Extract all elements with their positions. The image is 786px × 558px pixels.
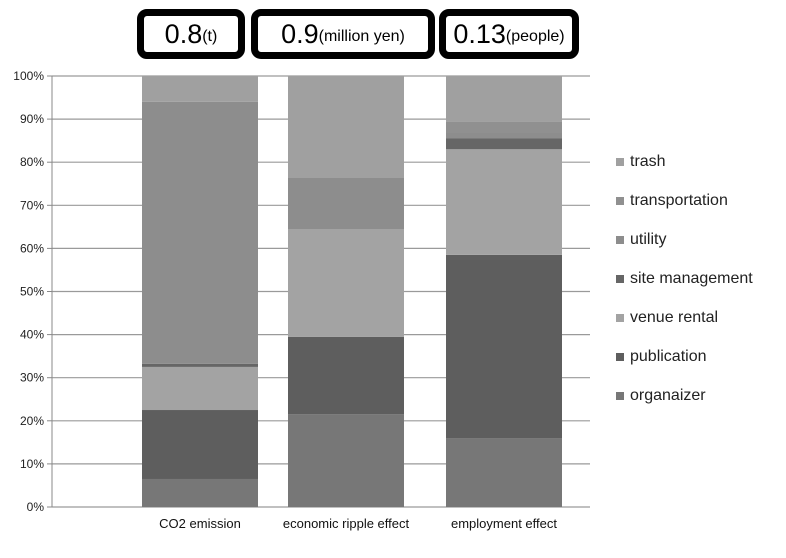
y-tick-label: 80% <box>20 155 44 169</box>
legend-swatch <box>616 353 624 361</box>
bar-segment <box>142 76 258 102</box>
annotation-box-employment: 0.13 (people) <box>439 9 579 59</box>
bar-segment <box>288 336 404 415</box>
y-tick-label: 0% <box>27 500 45 514</box>
bar-segment <box>446 149 562 255</box>
legend: trash transportation utility site managemen… <box>616 153 753 404</box>
bar-segment <box>142 366 258 411</box>
category-labels: CO2 emission economic ripple effect employ… <box>159 516 557 531</box>
legend-label: venue rental <box>630 309 718 326</box>
y-tick-label: 30% <box>20 371 44 385</box>
legend-swatch <box>616 236 624 244</box>
legend-label: trash <box>630 153 666 170</box>
annotation-value: 0.9 <box>281 18 319 49</box>
bar-segment <box>288 76 404 178</box>
annotation-unit: (t) <box>202 28 218 45</box>
y-tick-label: 40% <box>20 328 44 342</box>
bar-segment <box>446 254 562 439</box>
annotation-value: 0.8 <box>164 18 203 49</box>
bar-segment <box>446 138 562 150</box>
y-tick-label: 10% <box>20 457 44 471</box>
legend-swatch <box>616 197 624 205</box>
y-tick-label: 60% <box>20 241 44 255</box>
bar-segment <box>288 414 404 507</box>
bar-segment <box>142 363 258 367</box>
annotation-unit: (people) <box>505 28 565 45</box>
y-tick-label: 100% <box>13 69 44 83</box>
bar-segment <box>142 478 258 507</box>
legend-label: utility <box>630 231 666 248</box>
legend-swatch <box>616 158 624 166</box>
legend-swatch <box>616 314 624 322</box>
legend-label: organaizer <box>630 387 706 404</box>
y-tick-label: 70% <box>20 198 44 212</box>
annotation-box-co2: 0.8 (t) <box>137 9 245 59</box>
legend-swatch <box>616 392 624 400</box>
legend-label: publication <box>630 348 707 365</box>
bars <box>142 76 562 507</box>
y-tick-label: 50% <box>20 285 44 299</box>
category-label: economic ripple effect <box>283 516 410 531</box>
bar-segment <box>446 438 562 507</box>
annotation-value: 0.13 <box>453 18 506 49</box>
annotation-box-economic: 0.9 (million yen) <box>251 9 435 59</box>
annotation-unit: (million yen) <box>318 28 405 45</box>
bar-segment <box>288 229 404 337</box>
bar-segment <box>446 121 562 133</box>
legend-label: transportation <box>630 192 728 209</box>
y-tick-label: 90% <box>20 112 44 126</box>
bar-segment <box>288 177 404 230</box>
bar-segment <box>142 101 258 364</box>
category-label: CO2 emission <box>159 516 241 531</box>
y-tick-label: 20% <box>20 414 44 428</box>
bar-segment <box>446 76 562 122</box>
y-axis-ticks: 0% 10% 20% 30% 40% 50% 60% 70% 80% 90% 100% <box>13 69 53 514</box>
legend-label: site management <box>630 270 753 287</box>
bar-segment <box>446 132 562 139</box>
legend-swatch <box>616 275 624 283</box>
category-label: employment effect <box>451 516 557 531</box>
bar-segment <box>142 410 258 479</box>
